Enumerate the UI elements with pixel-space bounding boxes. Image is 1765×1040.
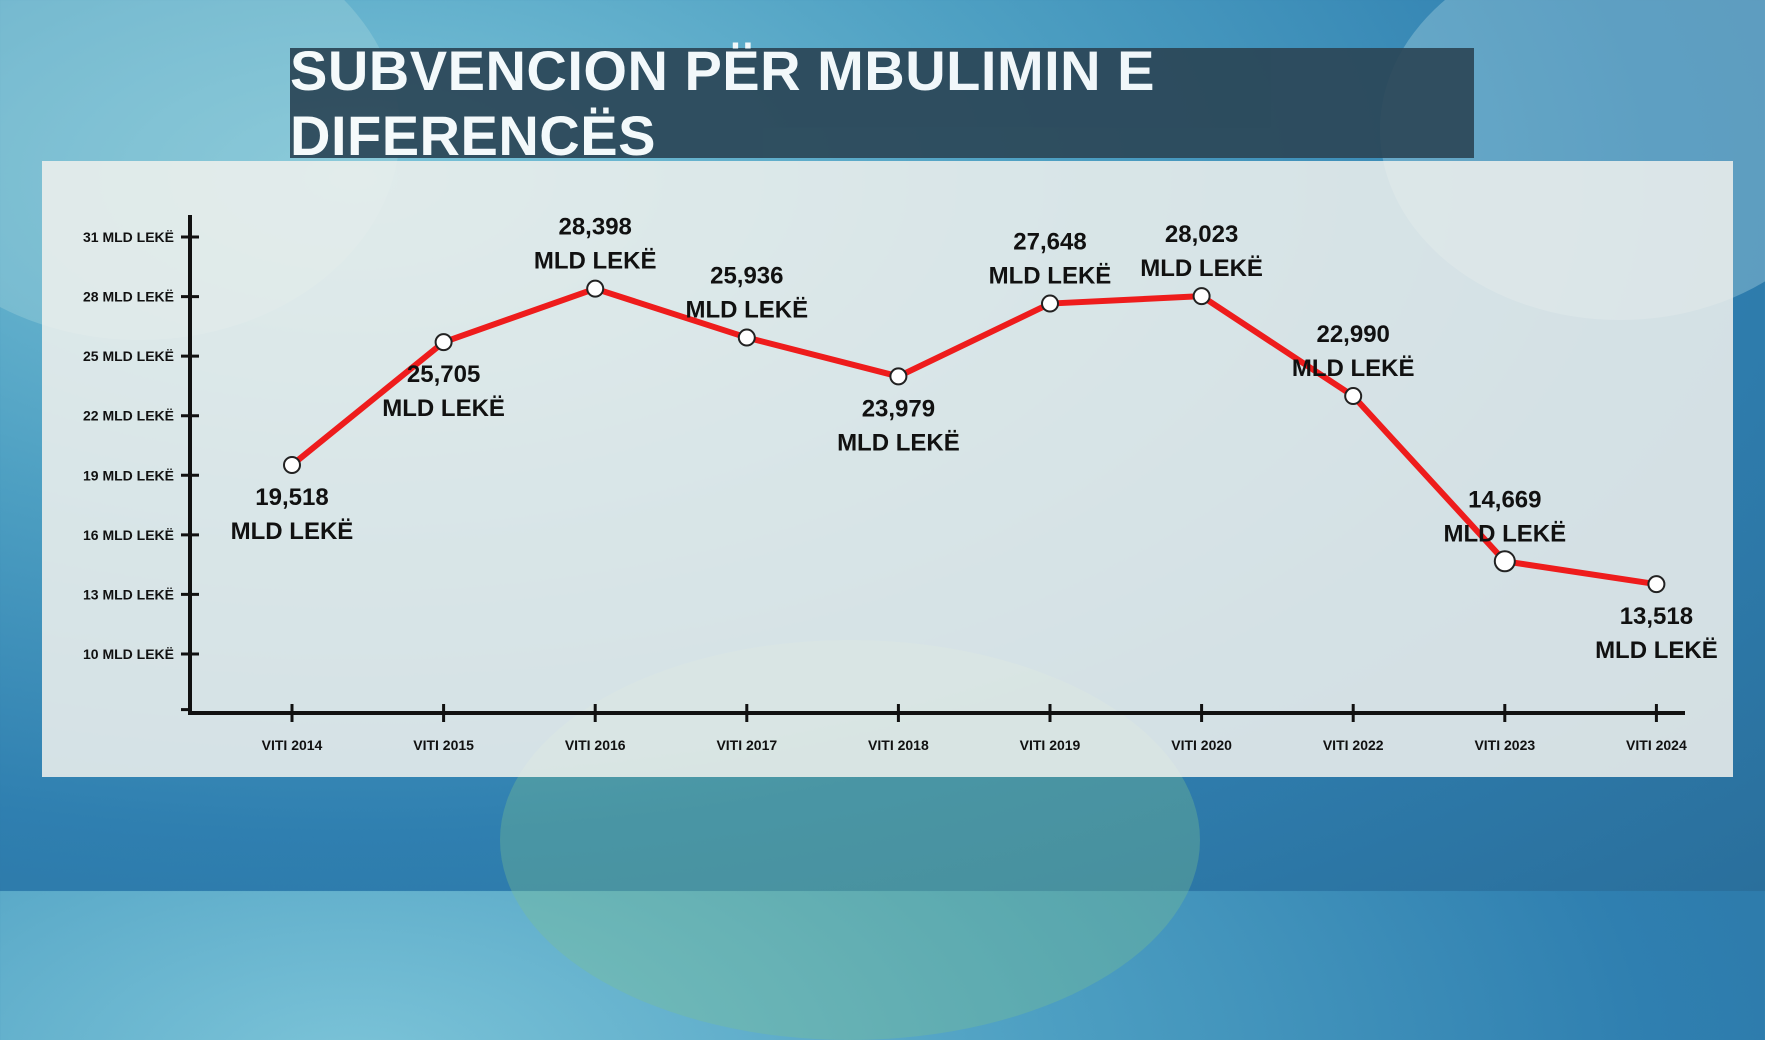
data-point-marker xyxy=(1493,550,1516,573)
data-label-unit: MLD LEKË xyxy=(1292,355,1415,382)
data-label-unit: MLD LEKË xyxy=(382,395,505,422)
x-tick-label: VITI 2024 xyxy=(1626,737,1687,753)
data-label-unit: MLD LEKË xyxy=(1595,637,1718,664)
data-label-value: 28,023 xyxy=(1165,221,1238,248)
data-label-value: 25,936 xyxy=(710,263,783,290)
x-tick-label: VITI 2016 xyxy=(565,737,626,753)
x-tick-label: VITI 2020 xyxy=(1171,737,1232,753)
x-tick-label: VITI 2014 xyxy=(262,737,323,753)
line-chart: 10 MLD LEKË 13 MLD LEKË 16 MLD LEKË 19 MLD … xyxy=(83,214,1718,753)
x-tick-label: VITI 2018 xyxy=(868,737,929,753)
chart-title-banner: SUBVENCION PËR MBULIMIN E DIFERENCËS xyxy=(290,39,1474,167)
data-point-marker xyxy=(283,455,301,474)
data-label-value: 23,979 xyxy=(862,395,935,422)
y-tick-label: 16 MLD LEKË xyxy=(83,527,174,543)
data-point-marker xyxy=(889,367,908,386)
data-point-marker xyxy=(434,333,453,352)
x-tick-label: VITI 2023 xyxy=(1474,737,1535,753)
data-label-value: 25,705 xyxy=(407,361,480,388)
data-label-value: 22,990 xyxy=(1316,321,1389,348)
data-label-unit: MLD LEKË xyxy=(685,297,808,324)
y-tick-label: 10 MLD LEKË xyxy=(83,646,174,662)
data-label-unit: MLD LEKË xyxy=(534,248,657,275)
data-point-marker xyxy=(1192,287,1211,306)
data-point-marker xyxy=(586,279,605,298)
data-label-unit: MLD LEKË xyxy=(1443,520,1566,547)
data-point-marker xyxy=(1041,294,1059,313)
data-point-marker xyxy=(737,328,756,347)
x-tick-label: VITI 2015 xyxy=(413,737,474,753)
data-label-value: 14,669 xyxy=(1468,486,1541,513)
data-label-value: 27,648 xyxy=(1013,229,1086,256)
x-tick-label: VITI 2019 xyxy=(1020,737,1081,753)
chart-panel xyxy=(42,161,1733,777)
data-label-value: 13,518 xyxy=(1620,603,1693,630)
x-tick-label: VITI 2017 xyxy=(716,737,777,753)
data-label-unit: MLD LEKË xyxy=(837,429,960,456)
data-label-unit: MLD LEKË xyxy=(1140,255,1263,282)
series-line xyxy=(289,285,1660,588)
y-tick-label: 22 MLD LEKË xyxy=(83,408,174,424)
y-tick-label: 28 MLD LEKË xyxy=(83,289,174,305)
y-tick-label: 13 MLD LEKË xyxy=(83,586,174,602)
y-tick-label: 19 MLD LEKË xyxy=(83,467,174,483)
data-point-marker xyxy=(1647,575,1666,594)
y-tick-label: 25 MLD LEKË xyxy=(83,348,174,364)
data-label-value: 19,518 xyxy=(255,484,328,511)
data-label-unit: MLD LEKË xyxy=(989,263,1112,290)
data-label-value: 28,398 xyxy=(558,214,631,241)
x-tick-label: VITI 2022 xyxy=(1323,737,1384,753)
chart-title: SUBVENCION PËR MBULIMIN E DIFERENCËS xyxy=(290,39,1155,167)
data-label-unit: MLD LEKË xyxy=(231,518,354,545)
y-tick-label: 31 MLD LEKË xyxy=(83,229,174,245)
data-point-marker xyxy=(1344,387,1363,406)
